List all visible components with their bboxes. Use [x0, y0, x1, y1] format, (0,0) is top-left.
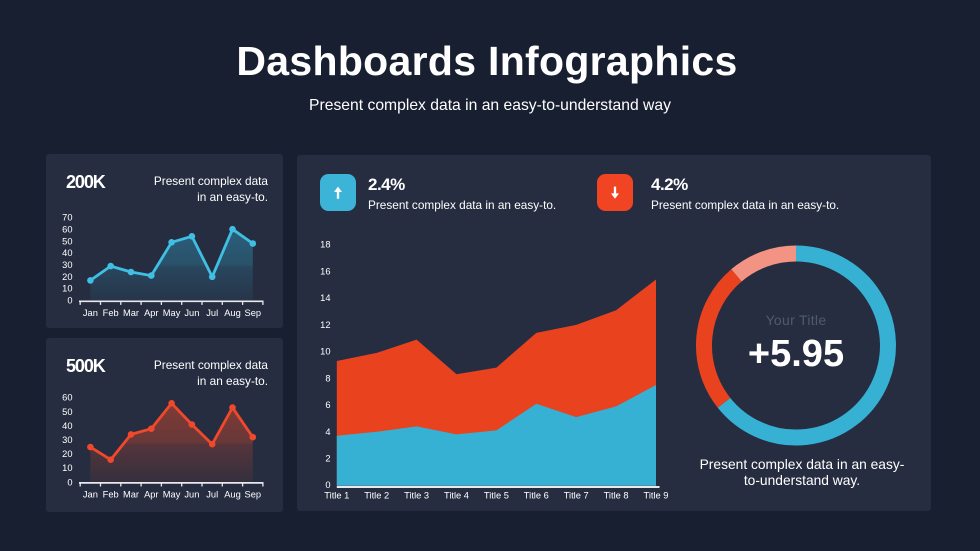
svg-text:Title 5: Title 5 — [484, 491, 509, 501]
svg-text:12: 12 — [320, 320, 330, 330]
svg-text:8: 8 — [325, 373, 330, 383]
svg-text:May: May — [163, 489, 181, 499]
svg-text:Title 1: Title 1 — [324, 491, 349, 501]
svg-text:Feb: Feb — [103, 308, 119, 318]
svg-text:50: 50 — [62, 407, 72, 417]
svg-text:Apr: Apr — [144, 489, 158, 499]
svg-text:May: May — [163, 308, 181, 318]
svg-text:0: 0 — [67, 296, 72, 306]
svg-text:Sep: Sep — [245, 308, 262, 318]
svg-text:Apr: Apr — [144, 308, 158, 318]
svg-text:18: 18 — [320, 240, 330, 250]
svg-text:40: 40 — [62, 421, 72, 431]
svg-text:10: 10 — [320, 347, 330, 357]
svg-text:60: 60 — [62, 393, 72, 403]
svg-text:Sep: Sep — [245, 489, 262, 499]
svg-text:Feb: Feb — [103, 489, 119, 499]
svg-text:Title 4: Title 4 — [444, 491, 469, 501]
svg-text:30: 30 — [62, 260, 72, 270]
svg-text:20: 20 — [62, 449, 72, 459]
svg-text:4: 4 — [325, 427, 330, 437]
svg-text:10: 10 — [62, 463, 72, 473]
svg-text:Jan: Jan — [83, 308, 98, 318]
svg-text:Title 3: Title 3 — [404, 491, 429, 501]
svg-text:Title 8: Title 8 — [604, 491, 629, 501]
svg-text:0: 0 — [67, 477, 72, 487]
svg-text:Mar: Mar — [123, 308, 139, 318]
svg-text:14: 14 — [320, 293, 330, 303]
svg-text:Jun: Jun — [184, 308, 199, 318]
svg-text:70: 70 — [62, 213, 72, 223]
svg-text:Mar: Mar — [123, 489, 139, 499]
svg-text:Title 6: Title 6 — [524, 491, 549, 501]
svg-text:Jul: Jul — [206, 489, 218, 499]
svg-text:40: 40 — [62, 248, 72, 258]
svg-text:Title 9: Title 9 — [644, 491, 669, 501]
svg-text:Title 2: Title 2 — [364, 491, 389, 501]
svg-text:Aug: Aug — [224, 489, 241, 499]
svg-text:30: 30 — [62, 435, 72, 445]
svg-text:6: 6 — [325, 400, 330, 410]
svg-text:Jun: Jun — [184, 489, 199, 499]
svg-text:16: 16 — [320, 266, 330, 276]
svg-text:50: 50 — [62, 236, 72, 246]
svg-text:20: 20 — [62, 272, 72, 282]
svg-text:10: 10 — [62, 284, 72, 294]
svg-text:Jan: Jan — [83, 489, 98, 499]
svg-text:Jul: Jul — [206, 308, 218, 318]
svg-text:Aug: Aug — [224, 308, 241, 318]
svg-text:Title 7: Title 7 — [564, 491, 589, 501]
svg-text:60: 60 — [62, 224, 72, 234]
svg-text:0: 0 — [325, 480, 330, 490]
svg-text:2: 2 — [325, 454, 330, 464]
